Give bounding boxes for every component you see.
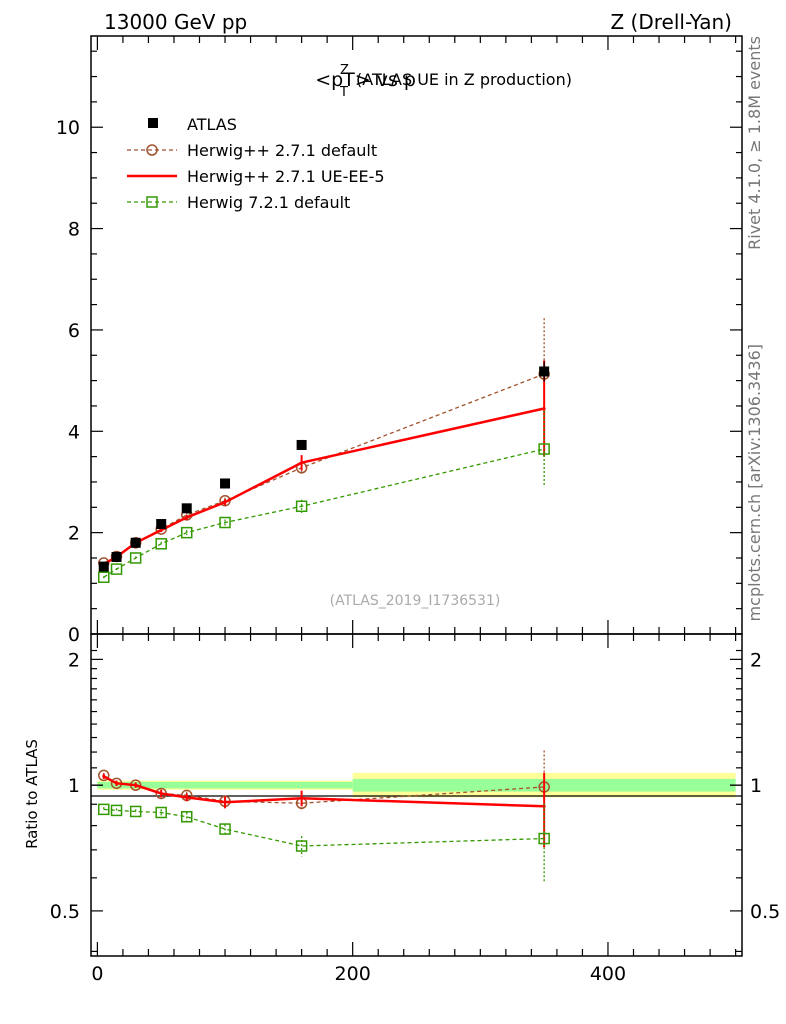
legend-marker-hw721-default (146, 196, 158, 208)
header-right: Z (Drell-Yan) (610, 10, 732, 34)
plot-title-sup: Z (340, 63, 349, 78)
ratio-y-tick-label: 0.5 (50, 901, 80, 923)
ratio-marker-point (134, 783, 138, 787)
main-marker-square (155, 538, 167, 550)
main-marker-square (295, 500, 308, 513)
main-data-point (156, 519, 167, 530)
main-series-solid (102, 360, 546, 566)
main-ticks (91, 36, 742, 635)
ratio-marker-point (102, 774, 106, 778)
main-marker-point (542, 406, 546, 410)
main-marker-point (159, 528, 163, 532)
ratio-line (103, 808, 545, 847)
main-data-point (111, 551, 122, 562)
main-data-point (220, 478, 231, 489)
legend-label-atlas: ATLAS (187, 115, 237, 134)
ratio-marker-square (110, 804, 123, 817)
main-series-dashed-circle (98, 318, 550, 569)
legend-label-hw271-ueee5: Herwig++ 2.7.1 UE-EE-5 (187, 167, 385, 186)
main-marker-square (538, 443, 550, 455)
ratio-y-tick-label-right: 2 (750, 649, 762, 671)
main-line (103, 373, 545, 564)
ratio-marker-square (295, 840, 308, 852)
ratio-marker-point (115, 781, 119, 785)
ratio-frame (90, 633, 743, 957)
main-panel: 0 2 4 6 8 10 <pT> vs p Z T (ATLAS UE in Z pro… (56, 35, 743, 646)
plot-title-sub: T (339, 85, 348, 100)
ratio-x-tick-label: 0 (91, 963, 103, 985)
main-marker-square (98, 571, 110, 583)
ratio-y-axis-label: Ratio to ATLAS (23, 739, 41, 849)
main-marker-point (300, 461, 304, 465)
ratio-line (103, 775, 545, 808)
ratio-y-tick-label-right: 1 (750, 775, 762, 797)
main-marker-square (110, 563, 123, 575)
ratio-marker-square (180, 811, 193, 823)
main-y-tick-labels: 0 2 4 6 8 10 (56, 117, 80, 646)
ratio-marker-point (223, 800, 227, 804)
main-y-tick-label: 0 (68, 624, 80, 646)
main-y-tick-label: 8 (68, 219, 80, 241)
main-marker-point (185, 515, 189, 519)
ratio-panel: 0.5 0.5 1 1 2 2 0 200 400 Ratio to ATLAS (23, 633, 780, 985)
ratio-y-tick-label: 1 (68, 775, 80, 797)
legend-label-hw721-default: Herwig 7.2.1 default (187, 193, 350, 212)
main-series-dashed-square (98, 411, 550, 583)
plot-title: <pT> vs p (315, 69, 416, 91)
header-left: 13000 GeV pp (104, 10, 247, 34)
main-line (103, 407, 545, 566)
watermark: (ATLAS_2019_I1736531) (330, 593, 501, 609)
ratio-series-dashed-square (98, 803, 550, 883)
rivet-label: Rivet 4.1.0, ≥ 1.8M events (745, 36, 764, 250)
main-line (103, 448, 545, 578)
ratio-marker-point (300, 796, 304, 800)
main-data-point (296, 439, 307, 450)
ratio-y-tick-label: 2 (68, 649, 80, 671)
main-data-point (181, 503, 192, 514)
legend-marker-atlas (148, 118, 158, 128)
ratio-marker-square (129, 805, 142, 818)
main-marker-point (223, 500, 227, 504)
ratio-marker-point (542, 804, 546, 808)
main-y-tick-label: 4 (68, 421, 80, 443)
ratio-series (98, 750, 550, 883)
legend-label-hw271-default: Herwig++ 2.7.1 default (187, 141, 377, 160)
legend-marker-hw271-default (146, 144, 158, 156)
ratio-x-tick-label: 400 (590, 963, 626, 985)
legend: ATLAS Herwig++ 2.7.1 default Herwig++ 2.… (127, 115, 385, 212)
ratio-marker-point (185, 795, 189, 799)
ratio-x-tick-labels: 0 200 400 (91, 963, 626, 985)
ratio-marker-square (538, 832, 550, 845)
main-marker-square (180, 526, 193, 539)
main-data-point (130, 537, 141, 548)
ratio-y-tick-label-right: 0.5 (750, 901, 780, 923)
main-series (98, 318, 550, 583)
plot-subtitle: (ATLAS UE in Z production) (356, 70, 572, 89)
main-y-tick-label: 6 (68, 320, 80, 342)
ratio-marker-square (98, 803, 110, 816)
ratio-bands (97, 772, 736, 798)
main-marker-square (219, 516, 231, 529)
ratio-band-inner (97, 781, 353, 789)
main-series-data (98, 361, 550, 572)
ratio-marker-circle (98, 769, 110, 782)
main-data-point (539, 366, 550, 377)
main-marker-square (129, 552, 142, 564)
mcplots-label: mcplots.cern.ch [arXiv:1306.3436] (745, 344, 764, 621)
ratio-marker-point (159, 791, 163, 795)
main-data-point (98, 561, 109, 572)
ratio-marker-square (219, 823, 231, 835)
main-y-tick-label: 2 (68, 523, 80, 545)
ratio-ticks (91, 634, 742, 956)
ratio-marker-square (155, 806, 167, 819)
ratio-series-solid (102, 772, 546, 848)
ratio-x-tick-label: 200 (335, 963, 371, 985)
main-y-tick-label: 10 (56, 117, 80, 139)
ratio-y-tick-labels: 0.5 0.5 1 1 2 2 (50, 649, 780, 923)
